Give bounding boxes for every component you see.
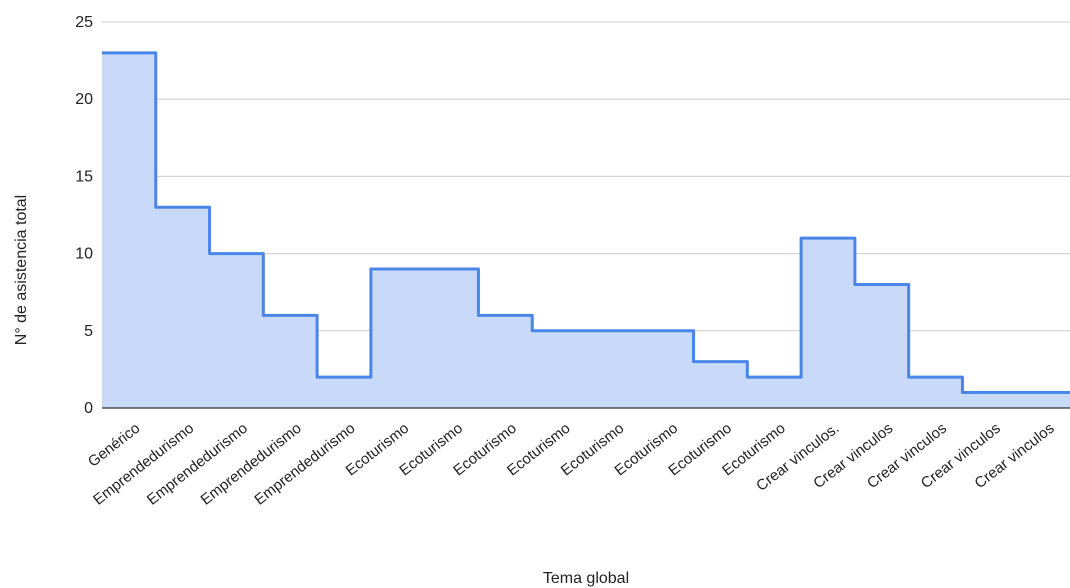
step-14 <box>801 238 855 408</box>
step-16 <box>909 377 963 408</box>
step-2 <box>156 207 210 408</box>
step-6 <box>371 269 425 408</box>
series-line <box>102 51 1070 395</box>
y-tick-label: 10 <box>75 246 93 263</box>
step-11 <box>640 331 694 408</box>
x-axis-title: Tema global <box>543 570 629 587</box>
step-1 <box>102 53 156 408</box>
step-18 <box>1016 393 1070 408</box>
y-axis-title: N° de asistencia total <box>13 195 30 345</box>
step-4 <box>263 315 317 408</box>
step-8 <box>478 315 532 408</box>
y-tick-label: 20 <box>75 91 93 108</box>
step-17 <box>962 393 1016 408</box>
y-tick-label: 25 <box>75 14 93 31</box>
y-tick-labels: 0 5 10 15 20 25 <box>75 14 93 417</box>
step-3 <box>210 254 264 408</box>
x-tick-labels: GenéricoEmprendedurismoEmprendedurismoEm… <box>85 420 1058 509</box>
y-tick-label: 15 <box>75 168 93 185</box>
step-12 <box>694 362 748 408</box>
step-7 <box>425 269 479 408</box>
step-10 <box>586 331 640 408</box>
area-fill <box>102 52 1070 408</box>
step-13 <box>747 377 801 408</box>
y-tick-label: 0 <box>84 400 93 417</box>
x-tick-label: Emprendedurismo <box>251 420 358 509</box>
y-tick-label: 5 <box>84 323 93 340</box>
step-15 <box>855 284 909 408</box>
series-area <box>102 51 1070 409</box>
step-9 <box>532 331 586 408</box>
step-5 <box>317 377 371 408</box>
